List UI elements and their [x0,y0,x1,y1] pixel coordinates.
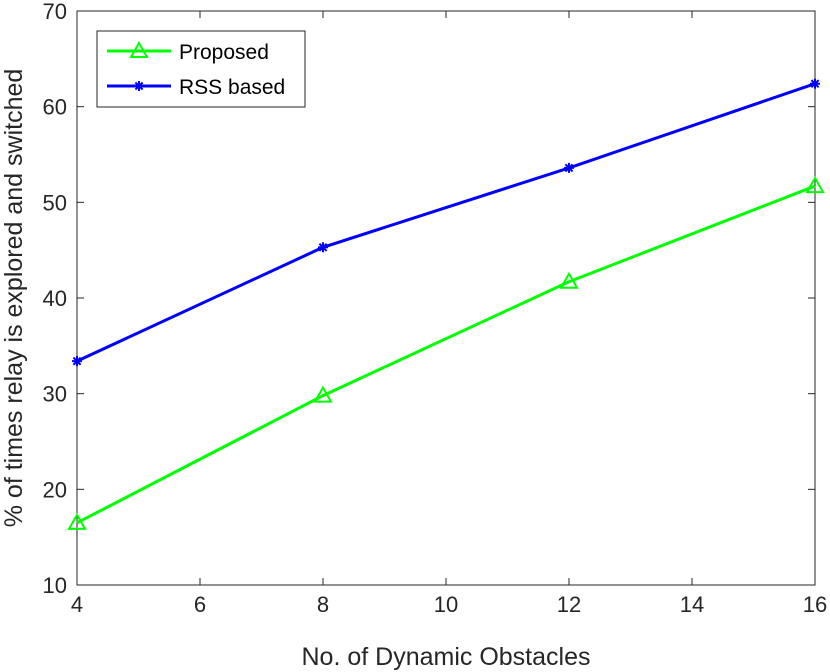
legend-marker [129,40,149,58]
y-tick-label: 60 [43,95,67,120]
asterisk-stroke [564,163,574,173]
x-tick-label: 6 [194,592,206,617]
x-tick-label: 14 [680,592,704,617]
legend-label: RSS based [179,76,285,99]
y-tick-label: 30 [43,382,67,407]
asterisk-stroke [72,356,82,366]
data-point [805,176,825,194]
asterisk-stroke [134,81,144,91]
x-tick-label: 12 [557,592,581,617]
y-tick-label: 70 [43,0,67,24]
x-axis-label: No. of Dynamic Obstacles [302,643,591,671]
data-point [313,385,333,403]
data-point [559,271,579,289]
y-tick-label: 10 [43,573,67,598]
y-tick-label: 40 [43,286,67,311]
data-point [810,78,820,89]
legend-box [96,30,306,108]
data-point [67,512,87,530]
legend-item-proposed: Proposed [107,40,269,64]
series-proposed [67,176,825,530]
legend-marker [134,81,144,91]
x-tick-label: 10 [434,592,458,617]
y-axis-label: % of times relay is explored and switche… [0,69,28,528]
y-tick-label: 20 [43,477,67,502]
data-point [564,162,574,173]
x-tick-label: 16 [803,592,827,617]
x-tick-label: 8 [317,592,329,617]
legend-item-rss-based: RSS based [107,76,285,99]
asterisk-stroke [810,79,820,89]
data-point [318,242,328,253]
plot-area: 4 6 8 10 12 14 16 10 20 30 40 50 60 70 [43,0,828,617]
legend: Proposed RSS based [96,30,306,108]
series-line [76,184,816,525]
y-tick-label: 50 [43,190,67,215]
series-line [76,82,816,363]
x-tick-label: 4 [71,592,83,617]
data-point [72,356,82,367]
asterisk-stroke [318,242,328,252]
series-rss-based [72,78,820,367]
legend-label: Proposed [179,41,269,64]
